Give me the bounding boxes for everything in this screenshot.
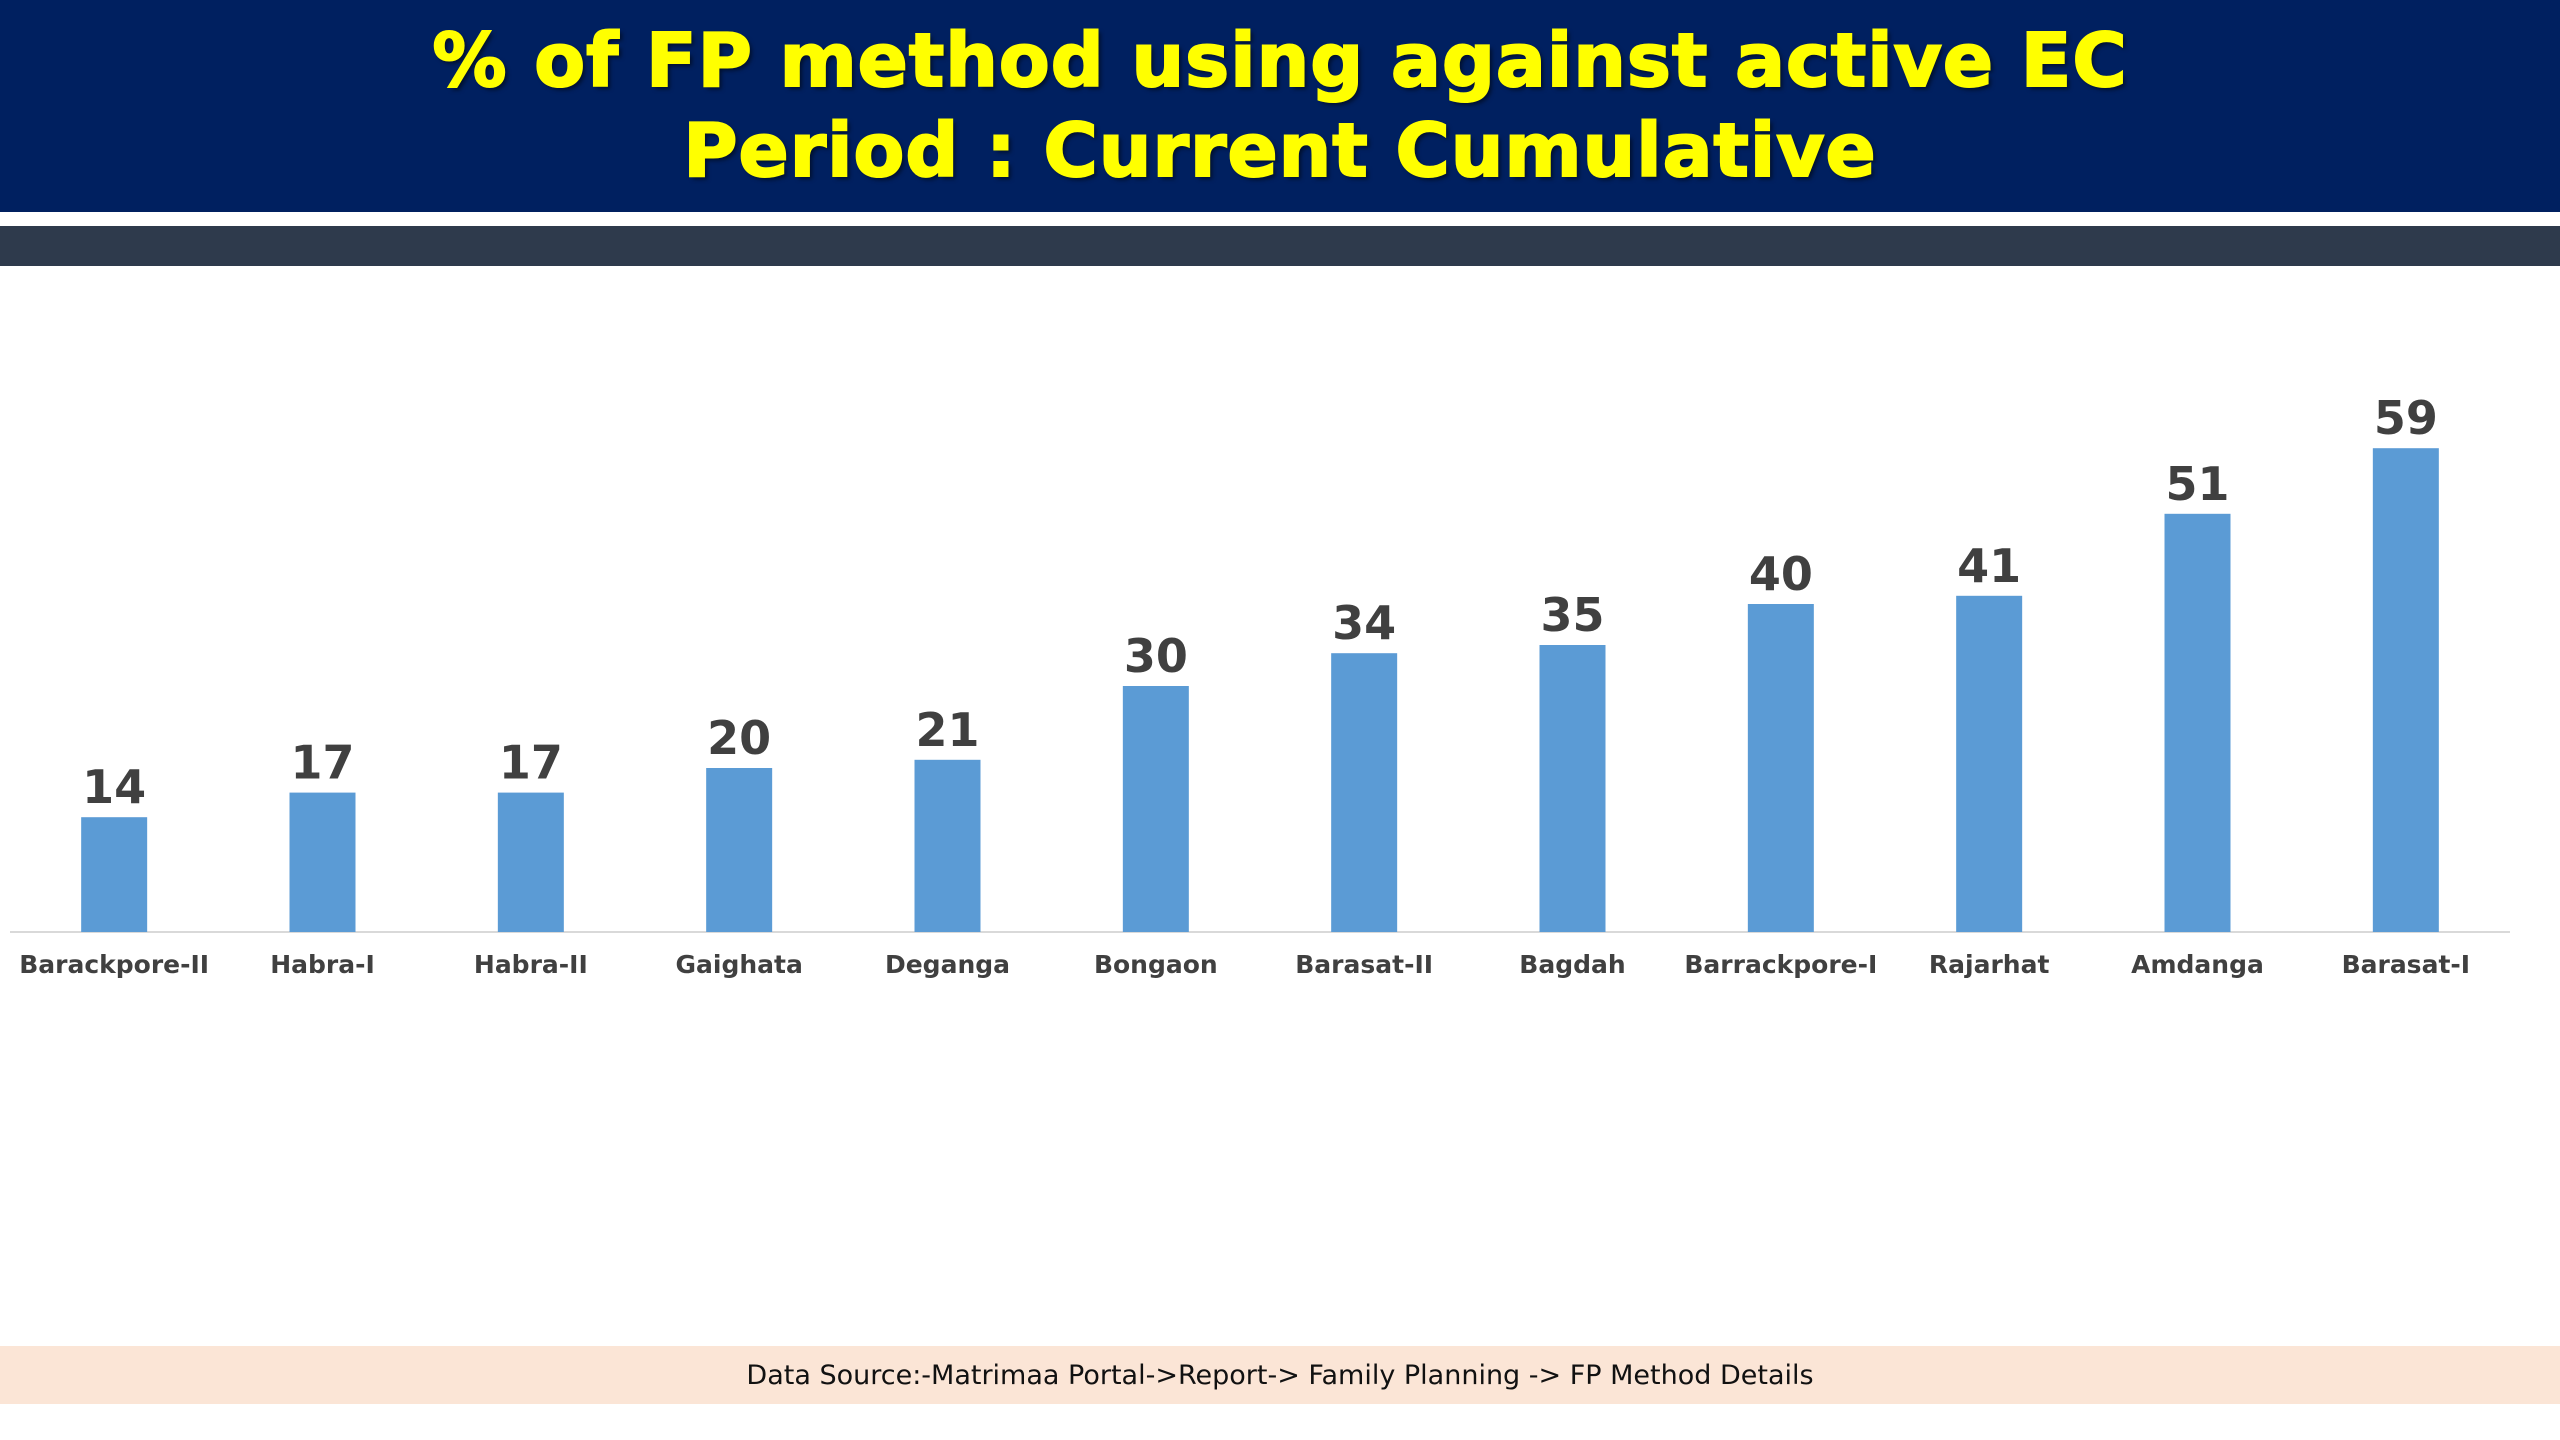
data-label: 17 <box>499 736 563 790</box>
chart-subtitle: Period : Current Cumulative <box>682 107 1877 195</box>
bar <box>1122 686 1189 932</box>
data-label: 59 <box>2374 391 2438 445</box>
bar <box>289 792 356 932</box>
data-label: 30 <box>1124 629 1188 683</box>
bar <box>497 792 564 932</box>
category-tick-label: Barrackpore-I <box>1684 950 1877 979</box>
bar <box>706 768 773 932</box>
bar <box>1956 595 2023 932</box>
data-label: 34 <box>1332 596 1396 650</box>
data-label: 35 <box>1540 588 1604 642</box>
bar <box>1331 653 1398 932</box>
data-label: 14 <box>82 760 146 814</box>
chart-title: % of FP method using against active EC <box>431 17 2128 105</box>
data-source-footer: Data Source:-Matrimaa Portal->Report-> F… <box>0 1346 2560 1404</box>
data-label: 20 <box>707 711 771 765</box>
bar <box>81 817 148 932</box>
data-label: 51 <box>2165 457 2229 511</box>
bar-chart: 14 Barackpore-II 17 Habra-I 17 Habra-II 20 Gaig… <box>10 391 2510 979</box>
divider-bar <box>0 226 2560 266</box>
category-tick-label: Barasat-I <box>2342 950 2471 979</box>
category-tick-label: Gaighata <box>675 950 802 979</box>
category-tick-label: Barackpore-II <box>19 950 209 979</box>
bar <box>914 759 981 932</box>
chart-area: 14 Barackpore-II 17 Habra-I 17 Habra-II 20 Gaig… <box>0 300 2560 1020</box>
data-label: 21 <box>915 703 979 757</box>
data-label: 41 <box>1957 539 2021 593</box>
category-tick-label: Bagdah <box>1519 950 1625 979</box>
title-banner: % of FP method using against active EC P… <box>0 0 2560 218</box>
category-tick-label: Amdanga <box>2131 950 2264 979</box>
category-tick-label: Habra-I <box>270 950 375 979</box>
bar <box>1539 645 1606 932</box>
category-tick-label: Barasat-II <box>1295 950 1433 979</box>
data-label: 40 <box>1749 547 1813 601</box>
category-tick-label: Bongaon <box>1094 950 1218 979</box>
bar <box>1747 604 1814 932</box>
data-label: 17 <box>290 736 354 790</box>
category-tick-label: Habra-II <box>474 950 588 979</box>
bar <box>2372 448 2439 932</box>
data-source-text: Data Source:-Matrimaa Portal->Report-> F… <box>746 1359 1814 1391</box>
category-tick-label: Deganga <box>885 950 1010 979</box>
category-tick-label: Rajarhat <box>1929 950 2050 979</box>
bar <box>2164 513 2231 932</box>
